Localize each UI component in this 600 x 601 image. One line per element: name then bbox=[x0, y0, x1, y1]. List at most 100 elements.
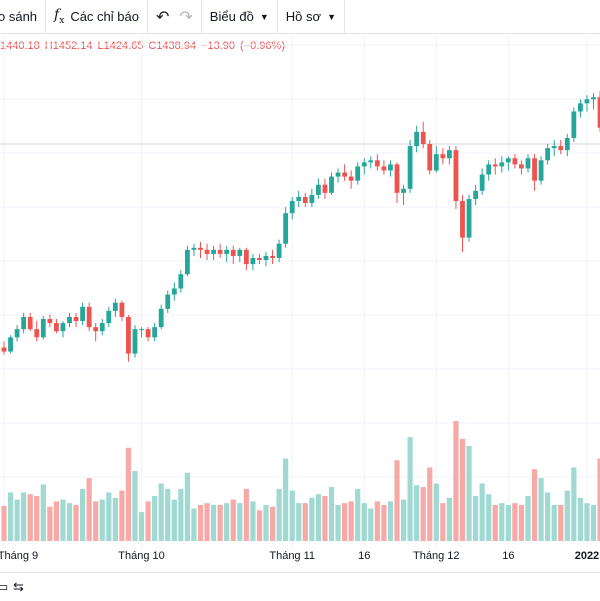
volume-bar bbox=[1, 505, 7, 541]
fx-icon: fx bbox=[54, 7, 65, 26]
ohlc-legend: 1440.18 H1452.14 L1424.65 C1438.94 −13.90 (−0… bbox=[0, 40, 285, 52]
x-tick-label: 2022 bbox=[575, 550, 599, 562]
volume-bar bbox=[99, 499, 105, 541]
candle-body bbox=[342, 172, 347, 177]
candle-body bbox=[348, 176, 354, 181]
candle-body bbox=[499, 162, 505, 167]
undo-icon: ↶ bbox=[155, 8, 170, 26]
candle-body bbox=[139, 329, 144, 331]
volume-bar bbox=[106, 492, 112, 541]
chart-type-button[interactable]: Biểu đồ ▼ bbox=[202, 0, 277, 33]
candle-body bbox=[538, 160, 544, 181]
candle-body bbox=[67, 316, 72, 324]
volume-bar bbox=[551, 504, 557, 541]
volume-bar bbox=[564, 490, 570, 541]
volume-bar bbox=[590, 504, 597, 541]
toolbar-divider bbox=[276, 0, 278, 33]
candle-body bbox=[420, 131, 426, 145]
candle-body bbox=[73, 316, 79, 322]
volume-bar bbox=[60, 499, 66, 541]
volume-bar bbox=[145, 501, 151, 541]
ohlc-change: −13.90 bbox=[201, 40, 236, 52]
candle-body bbox=[571, 111, 577, 138]
candle-body bbox=[243, 249, 249, 265]
candle-body bbox=[532, 158, 537, 181]
redo-button[interactable]: ↷ bbox=[177, 0, 200, 33]
candle-body bbox=[27, 316, 33, 330]
candle-body bbox=[257, 257, 262, 260]
candle-body bbox=[388, 164, 393, 171]
toolbar-divider bbox=[45, 0, 47, 33]
profile-button[interactable]: Hồ sơ ▼ bbox=[278, 0, 344, 33]
volume-bar bbox=[152, 496, 158, 541]
volume-bar bbox=[459, 438, 466, 541]
volume-bar bbox=[53, 501, 59, 541]
price-chart[interactable]: Tháng 9 Tháng 10 Tháng 11 16 Tháng 12 16 2022 bbox=[0, 33, 600, 572]
volume-bar bbox=[486, 494, 492, 541]
volume-bar bbox=[250, 501, 256, 541]
candle-body bbox=[460, 201, 465, 238]
volume-bar bbox=[492, 504, 498, 541]
candle-body bbox=[479, 174, 485, 191]
candle-body bbox=[145, 329, 151, 338]
candle-body bbox=[165, 294, 171, 309]
candle-body bbox=[217, 249, 223, 254]
candle-body bbox=[204, 249, 210, 254]
calendar-goto-icon[interactable]: ▭ bbox=[0, 579, 9, 594]
volume-bar bbox=[315, 494, 321, 541]
candle-body bbox=[276, 243, 282, 258]
candle-body bbox=[492, 164, 498, 167]
toolbar-divider bbox=[200, 0, 202, 33]
volume-bar bbox=[171, 499, 177, 541]
candle-body bbox=[302, 196, 308, 204]
redo-icon: ↷ bbox=[179, 8, 193, 26]
volume-bar bbox=[446, 497, 452, 541]
candle-body bbox=[394, 164, 400, 193]
volume-bar bbox=[368, 508, 374, 541]
candle-body bbox=[99, 323, 105, 332]
candle-body bbox=[440, 154, 446, 159]
volume-bar bbox=[433, 483, 439, 541]
candle-body bbox=[407, 146, 413, 189]
candle-body bbox=[132, 329, 138, 354]
indicators-button[interactable]: fx Các chỉ báo bbox=[46, 0, 147, 33]
undo-button[interactable]: ↶ bbox=[148, 0, 177, 33]
candle-body bbox=[40, 319, 46, 338]
volume-bar bbox=[322, 496, 328, 541]
candle-body bbox=[361, 162, 367, 167]
candle-body bbox=[47, 319, 53, 324]
toolbar: o sánh fx Các chỉ báo ↶ ↷ Biểu đồ ▼ Hồ s… bbox=[0, 0, 600, 34]
volume-bar bbox=[479, 483, 485, 541]
candle-body bbox=[329, 176, 334, 193]
volume-bar bbox=[440, 503, 446, 541]
volume-bar bbox=[309, 497, 315, 541]
candle-body bbox=[374, 160, 380, 167]
ohlc-low: L1424.65 bbox=[97, 40, 144, 52]
candle-body bbox=[171, 288, 177, 295]
volume-bar bbox=[66, 503, 73, 541]
candle-body bbox=[237, 249, 243, 256]
volume-bar bbox=[80, 488, 86, 541]
candle-body bbox=[584, 99, 590, 104]
volume-bar bbox=[518, 504, 525, 541]
compare-button[interactable]: o sánh bbox=[0, 0, 45, 33]
goto-date-icon[interactable]: ⇆ bbox=[13, 579, 24, 594]
ohlc-change-pct: (−0.96%) bbox=[240, 40, 285, 52]
candle-body bbox=[250, 257, 256, 265]
volume-bar bbox=[577, 497, 583, 541]
candle-body bbox=[591, 97, 596, 100]
volume-bar bbox=[584, 503, 590, 541]
volume-bar bbox=[558, 504, 564, 541]
candle-body bbox=[368, 160, 374, 163]
candle-body bbox=[230, 249, 236, 256]
candle-body bbox=[309, 194, 315, 204]
toolbar-divider bbox=[146, 0, 148, 33]
volume-bar bbox=[158, 483, 164, 541]
bottom-toolbar: ▭ ⇆ bbox=[0, 572, 600, 601]
candle-body bbox=[93, 327, 99, 332]
volume-bar bbox=[361, 503, 367, 541]
candle-body bbox=[158, 308, 164, 328]
candle-body bbox=[551, 146, 557, 149]
volume-bar bbox=[256, 510, 263, 541]
candle-body bbox=[401, 188, 406, 193]
